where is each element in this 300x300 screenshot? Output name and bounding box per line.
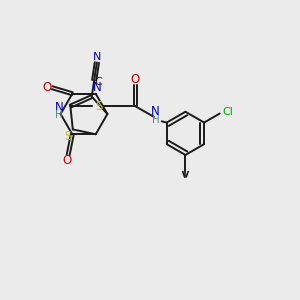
Text: N: N	[55, 101, 64, 114]
Text: S: S	[64, 130, 72, 143]
Text: N: N	[151, 105, 160, 118]
Text: C: C	[95, 77, 103, 87]
Text: O: O	[130, 73, 140, 85]
Text: N: N	[93, 81, 102, 94]
Text: H: H	[55, 110, 63, 121]
Text: Cl: Cl	[223, 107, 234, 117]
Text: N: N	[93, 52, 101, 62]
Text: O: O	[62, 154, 71, 167]
Text: H: H	[152, 115, 159, 125]
Text: S: S	[95, 100, 102, 112]
Text: O: O	[42, 81, 51, 94]
